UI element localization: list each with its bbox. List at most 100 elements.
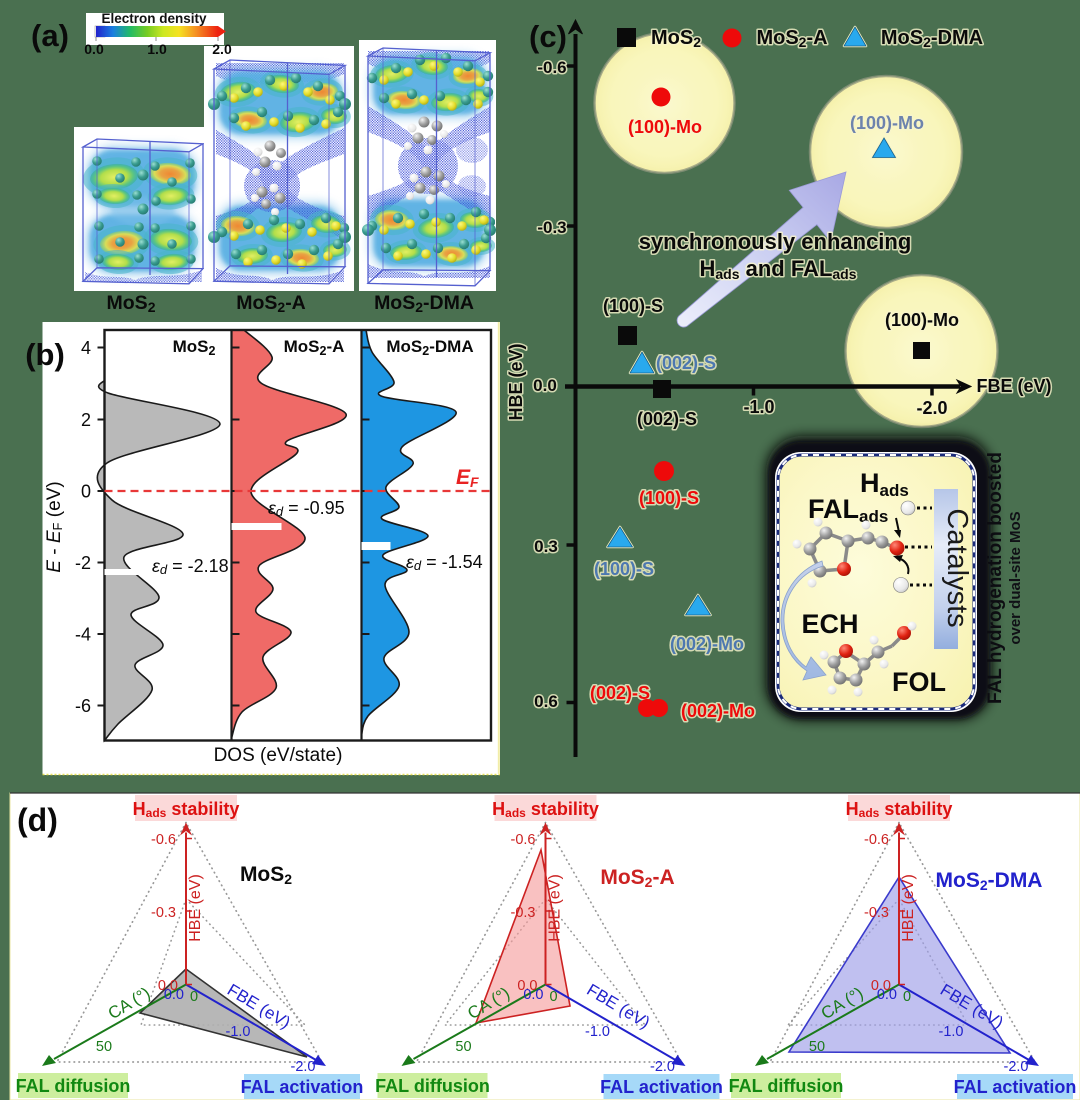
svg-text:-2: -2 [75,553,91,573]
svg-text:(002)-Mo: (002)-Mo [681,701,755,721]
svg-text:Catalysts: Catalysts [941,508,973,627]
svg-text:MoS2-DMA: MoS2-DMA [936,869,1043,893]
svg-text:εd = -2.18: εd = -2.18 [152,556,229,577]
svg-text:-0.6: -0.6 [864,832,889,848]
svg-text:MoS2-DMA: MoS2-DMA [386,337,473,358]
svg-text:FOL: FOL [892,667,946,697]
svg-text:-0.6: -0.6 [537,58,566,77]
svg-text:over dual-site MoS: over dual-site MoS [1007,511,1024,644]
svg-text:-2.0: -2.0 [916,398,947,418]
svg-text:synchronously enhancing: synchronously enhancing [639,229,912,254]
svg-text:0.0: 0.0 [533,376,557,395]
svg-text:FAL hydrogenation boosted: FAL hydrogenation boosted [985,452,1006,704]
svg-text:0.3: 0.3 [534,537,558,556]
svg-text:MoS2: MoS2 [240,863,292,887]
svg-text:(100)-Mo: (100)-Mo [628,117,702,137]
svg-text:MoS2: MoS2 [651,27,701,50]
svg-text:-0.3: -0.3 [151,905,176,921]
svg-text:(a): (a) [31,18,69,53]
svg-text:ECH: ECH [801,609,858,639]
svg-text:-0.3: -0.3 [537,218,566,237]
svg-text:MoS2-A: MoS2-A [756,27,827,50]
svg-text:0.0: 0.0 [84,41,104,57]
svg-text:FAL activation: FAL activation [600,1077,723,1097]
svg-text:4: 4 [81,338,91,358]
svg-text:-1.0: -1.0 [743,397,774,417]
svg-text:(002)-S: (002)-S [656,353,716,373]
svg-text:εd = -1.54: εd = -1.54 [406,552,483,573]
svg-text:0.3: 0.3 [534,537,558,556]
svg-text:-0.6: -0.6 [151,832,176,848]
svg-text:0.0: 0.0 [523,987,543,1003]
svg-text:0.0: 0.0 [533,376,557,395]
svg-text:-1.0: -1.0 [743,397,774,417]
svg-text:DOS (eV/state): DOS (eV/state) [214,745,343,766]
svg-text:-0.3: -0.3 [511,905,536,921]
svg-text:E - EF (eV): E - EF (eV) [44,481,65,572]
svg-text:0: 0 [550,989,558,1005]
svg-text:-2.0: -2.0 [1004,1059,1029,1075]
svg-text:MoS2: MoS2 [107,292,156,315]
svg-text:1.0: 1.0 [147,41,167,57]
svg-text:(b): (b) [25,337,65,372]
svg-text:MoS2-DMA: MoS2-DMA [374,292,474,315]
svg-text:MoS2: MoS2 [173,337,216,358]
svg-text:(c): (c) [529,19,567,54]
svg-text:FBE (eV): FBE (eV) [976,376,1051,396]
svg-text:FAL activation: FAL activation [241,1077,364,1097]
svg-text:(100)-S: (100)-S [603,296,663,316]
svg-text:0.0: 0.0 [517,978,537,994]
svg-text:50: 50 [96,1039,112,1055]
svg-text:(002)-S: (002)-S [637,409,697,429]
svg-text:FAL diffusion: FAL diffusion [16,1076,131,1096]
svg-text:MoS2-A: MoS2-A [600,866,674,890]
svg-text:(100)-S: (100)-S [639,488,699,508]
svg-text:50: 50 [455,1039,471,1055]
svg-text:MoS2-DMA: MoS2-DMA [881,27,983,50]
svg-text:(100)-Mo: (100)-Mo [850,113,924,133]
svg-text:(002)-S: (002)-S [590,683,650,703]
svg-text:FAL diffusion: FAL diffusion [729,1076,844,1096]
svg-text:MoS2-A: MoS2-A [284,337,345,358]
svg-text:2: 2 [81,410,91,430]
svg-text:-0.3: -0.3 [537,218,566,237]
svg-text:0.0: 0.0 [871,978,891,994]
svg-text:(002)-S: (002)-S [590,683,650,703]
svg-text:MoS2: MoS2 [651,27,701,50]
svg-text:(100)-S: (100)-S [603,296,663,316]
svg-text:(002)-S: (002)-S [637,409,697,429]
svg-text:(d): (d) [17,802,58,838]
svg-text:0.6: 0.6 [534,692,558,711]
svg-text:Electron density: Electron density [101,11,207,26]
svg-text:-1.0: -1.0 [939,1024,964,1040]
svg-text:2.0: 2.0 [212,41,232,57]
svg-text:HBE (eV): HBE (eV) [900,874,917,942]
svg-text:-2.0: -2.0 [916,398,947,418]
svg-text:MoS2-A: MoS2-A [236,292,306,315]
svg-text:synchronously enhancing: synchronously enhancing [639,229,912,254]
svg-text:(100)-S: (100)-S [639,488,699,508]
svg-text:-1.0: -1.0 [585,1024,610,1040]
svg-text:-2.0: -2.0 [650,1059,675,1075]
svg-text:-0.6: -0.6 [511,832,536,848]
svg-text:(100)-S: (100)-S [594,559,654,579]
svg-text:(100)-Mo: (100)-Mo [850,113,924,133]
svg-text:-0.6: -0.6 [537,58,566,77]
svg-text:HBE (eV): HBE (eV) [506,343,526,420]
svg-text:0: 0 [190,989,198,1005]
svg-text:(100)-S: (100)-S [594,559,654,579]
svg-text:-0.3: -0.3 [864,905,889,921]
svg-text:(100)-Mo: (100)-Mo [628,117,702,137]
svg-text:0.0: 0.0 [877,987,897,1003]
svg-text:Hads and FALads: Hads and FALads [699,256,856,282]
svg-text:0: 0 [903,989,911,1005]
svg-text:HBE (eV): HBE (eV) [187,874,204,942]
svg-text:-1.0: -1.0 [226,1024,251,1040]
svg-text:HBE (eV): HBE (eV) [506,343,526,420]
svg-text:(002)-Mo: (002)-Mo [670,634,744,654]
svg-text:MoS2-DMA: MoS2-DMA [881,27,983,50]
svg-text:(002)-Mo: (002)-Mo [670,634,744,654]
svg-text:(100)-Mo: (100)-Mo [885,310,959,330]
svg-text:(002)-S: (002)-S [656,353,716,373]
svg-text:(002)-Mo: (002)-Mo [681,701,755,721]
